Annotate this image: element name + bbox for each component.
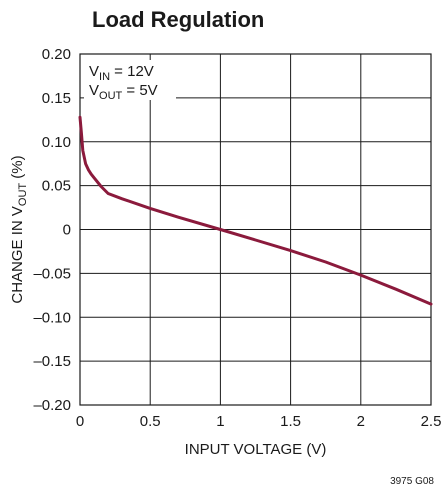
x-tick-label: 0.5 — [140, 413, 161, 430]
y-tick-label: 0.10 — [42, 134, 71, 151]
legend-entry-1: VOUT = 5V — [89, 82, 158, 102]
legend-background — [84, 60, 176, 100]
figure-code: 3975 G08 — [390, 476, 434, 487]
x-tick-label: 1 — [216, 413, 224, 430]
x-tick-label: 2.5 — [421, 413, 442, 430]
series-layer — [78, 115, 433, 306]
x-tick-label: 0 — [76, 413, 84, 430]
y-axis-label: CHANGE IN VOUT (%) — [9, 155, 29, 303]
tick-labels: 0 0.5 1 1.5 2 2.5 0.20 0.15 0.10 0.05 0 –0.05 –0.10 –… — [33, 46, 441, 430]
x-tick-label: 2 — [357, 413, 365, 430]
y-tick-label: 0.15 — [42, 90, 71, 107]
y-tick-label: –0.05 — [33, 265, 71, 282]
series-line-0 — [78, 115, 433, 306]
y-tick-label: –0.15 — [33, 353, 71, 370]
grid — [80, 54, 431, 405]
y-tick-label: –0.10 — [33, 309, 71, 326]
plot-frame — [79, 53, 432, 406]
y-tick-label: 0.05 — [42, 178, 71, 195]
legend-entry-0: VIN = 12V — [89, 63, 154, 83]
y-tick-label: 0.20 — [42, 46, 71, 63]
y-tick-label: 0 — [63, 222, 71, 239]
y-tick-label: –0.20 — [33, 397, 71, 414]
x-axis-label: INPUT VOLTAGE (V) — [185, 441, 327, 458]
x-tick-label: 1.5 — [280, 413, 301, 430]
chart-title: Load Regulation — [92, 7, 264, 32]
